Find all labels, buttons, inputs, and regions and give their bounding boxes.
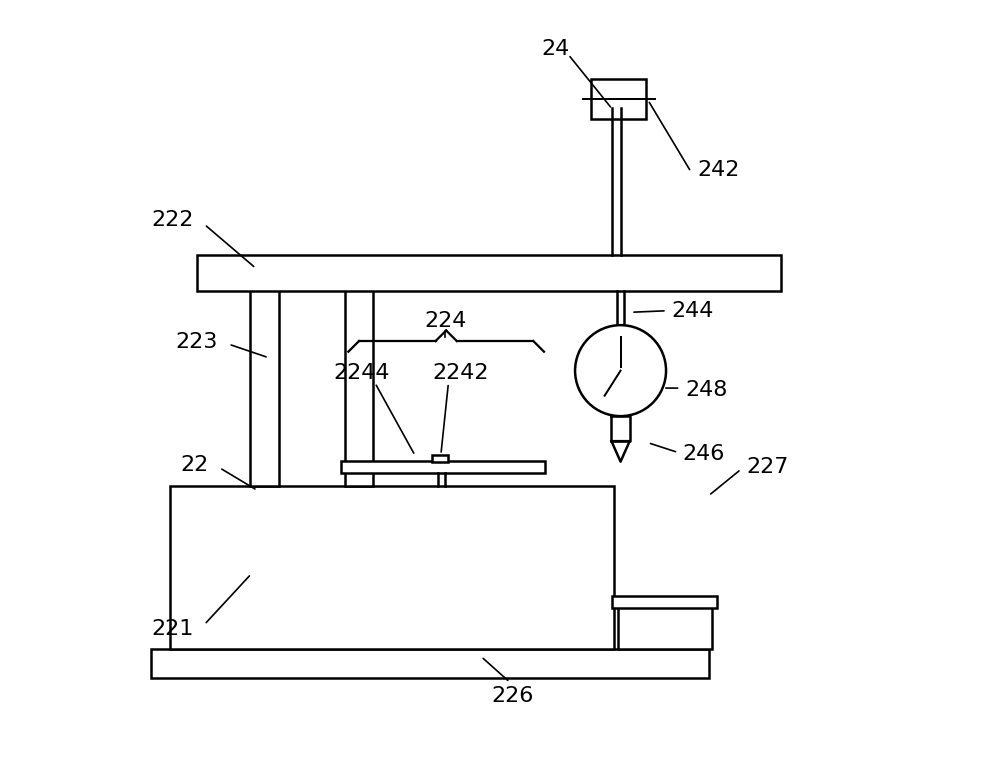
Bar — [432, 455, 448, 463]
Circle shape — [575, 325, 666, 416]
Bar — [612, 596, 717, 608]
Bar — [591, 79, 646, 119]
Text: 2242: 2242 — [432, 363, 489, 383]
Bar — [345, 281, 373, 486]
Bar — [170, 486, 614, 649]
Bar — [250, 281, 279, 486]
Bar — [151, 649, 709, 678]
Text: 248: 248 — [685, 380, 727, 400]
Text: 224: 224 — [424, 311, 467, 331]
Text: 24: 24 — [541, 39, 569, 59]
Text: 242: 242 — [697, 160, 740, 180]
Text: 223: 223 — [176, 332, 218, 352]
Text: 244: 244 — [671, 301, 714, 320]
Text: 222: 222 — [151, 210, 194, 230]
Text: 226: 226 — [491, 686, 533, 706]
Bar — [618, 603, 712, 649]
Bar — [197, 255, 781, 291]
Text: 227: 227 — [746, 457, 789, 477]
Text: 2244: 2244 — [334, 363, 390, 383]
Text: 221: 221 — [151, 619, 194, 639]
Bar — [341, 461, 545, 473]
Text: 22: 22 — [181, 455, 209, 476]
Text: 246: 246 — [683, 444, 725, 464]
